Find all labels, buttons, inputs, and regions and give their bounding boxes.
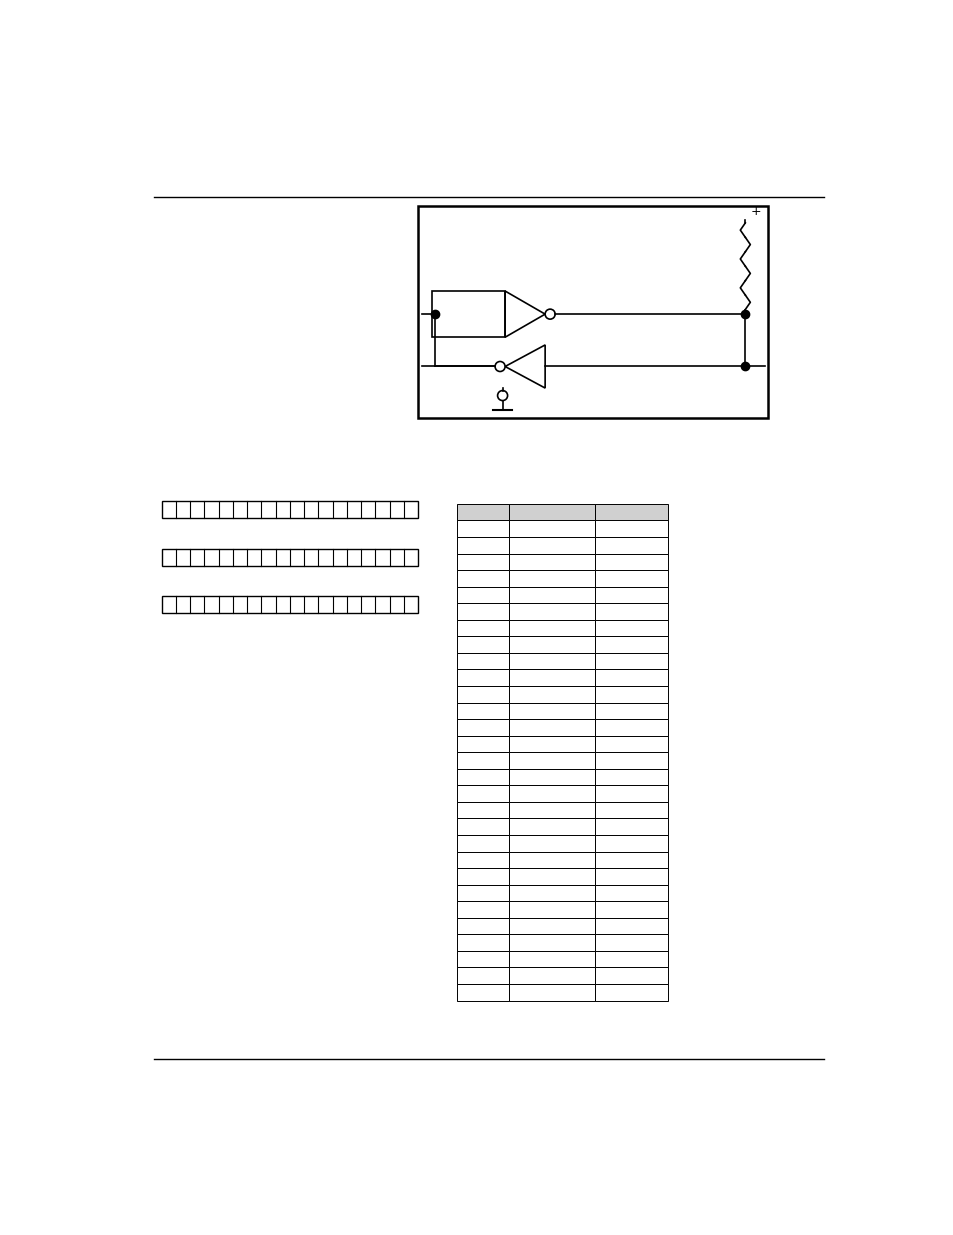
Bar — [456, 687, 508, 703]
Bar — [595, 636, 668, 653]
Bar — [595, 984, 668, 1000]
Bar — [456, 653, 508, 669]
Bar — [508, 587, 595, 603]
Bar — [456, 868, 508, 884]
Bar — [508, 620, 595, 636]
Bar — [456, 967, 508, 984]
Bar — [456, 620, 508, 636]
Bar — [508, 571, 595, 587]
Bar — [456, 769, 508, 785]
Bar — [595, 587, 668, 603]
Bar — [595, 653, 668, 669]
Bar — [508, 752, 595, 769]
Bar — [595, 868, 668, 884]
Bar — [508, 537, 595, 553]
Bar — [508, 769, 595, 785]
Bar — [595, 951, 668, 967]
Bar — [508, 884, 595, 902]
Bar — [456, 703, 508, 719]
Bar — [595, 620, 668, 636]
Bar — [508, 902, 595, 918]
Bar — [456, 587, 508, 603]
Bar — [456, 520, 508, 537]
Bar — [508, 703, 595, 719]
Bar — [456, 504, 508, 520]
Bar — [456, 603, 508, 620]
Bar — [595, 802, 668, 819]
Bar — [456, 553, 508, 571]
Bar — [508, 984, 595, 1000]
Bar — [456, 669, 508, 687]
Bar — [417, 206, 767, 417]
Bar — [161, 548, 417, 566]
Bar — [595, 553, 668, 571]
Bar — [456, 902, 508, 918]
Bar — [595, 752, 668, 769]
Bar — [595, 918, 668, 935]
Bar — [595, 902, 668, 918]
Bar — [595, 571, 668, 587]
Bar — [508, 819, 595, 835]
Bar — [508, 967, 595, 984]
Bar — [456, 935, 508, 951]
Bar — [595, 819, 668, 835]
Bar — [508, 868, 595, 884]
Bar — [595, 669, 668, 687]
Bar — [161, 501, 417, 517]
Bar — [456, 752, 508, 769]
Bar — [595, 935, 668, 951]
Bar — [456, 537, 508, 553]
Bar — [595, 835, 668, 852]
Text: +: + — [750, 205, 760, 219]
Bar — [456, 736, 508, 752]
Bar — [595, 504, 668, 520]
Bar — [456, 951, 508, 967]
Bar — [595, 736, 668, 752]
Bar — [456, 785, 508, 802]
Bar — [508, 504, 595, 520]
Bar — [456, 802, 508, 819]
Bar — [595, 769, 668, 785]
Bar — [508, 802, 595, 819]
Bar — [508, 935, 595, 951]
Bar — [508, 951, 595, 967]
Bar — [508, 603, 595, 620]
Bar — [595, 785, 668, 802]
Bar — [456, 636, 508, 653]
Bar — [595, 852, 668, 868]
Bar — [508, 852, 595, 868]
Bar — [595, 520, 668, 537]
Bar — [456, 819, 508, 835]
Bar — [161, 597, 417, 614]
Bar — [456, 984, 508, 1000]
Bar — [508, 653, 595, 669]
Bar — [508, 553, 595, 571]
Bar — [508, 785, 595, 802]
Bar — [508, 687, 595, 703]
Bar — [508, 835, 595, 852]
Bar — [508, 736, 595, 752]
Bar — [508, 636, 595, 653]
Bar — [508, 719, 595, 736]
Bar — [595, 687, 668, 703]
Bar — [456, 918, 508, 935]
Bar — [595, 703, 668, 719]
Bar — [508, 918, 595, 935]
Bar — [595, 719, 668, 736]
Bar — [456, 835, 508, 852]
Bar — [508, 669, 595, 687]
Bar — [456, 884, 508, 902]
Bar — [595, 603, 668, 620]
Bar — [456, 719, 508, 736]
Bar — [508, 520, 595, 537]
Bar — [456, 852, 508, 868]
Bar — [456, 571, 508, 587]
Bar — [595, 537, 668, 553]
Bar — [595, 884, 668, 902]
Bar — [432, 291, 504, 337]
Bar — [595, 967, 668, 984]
